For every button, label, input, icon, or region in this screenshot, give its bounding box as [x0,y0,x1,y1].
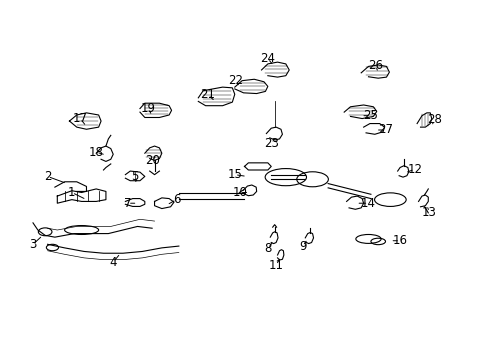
Text: 27: 27 [377,123,392,136]
Text: 5: 5 [131,170,139,183]
Text: 28: 28 [426,113,441,126]
Text: 15: 15 [227,168,242,181]
Text: 16: 16 [392,234,407,247]
Text: 26: 26 [367,59,383,72]
Text: 8: 8 [264,242,271,255]
Text: 11: 11 [268,258,283,271]
Text: 10: 10 [232,186,246,199]
Text: 9: 9 [299,240,306,253]
Text: 4: 4 [109,256,117,269]
Text: 6: 6 [172,193,180,206]
Text: 19: 19 [141,102,155,115]
Text: 2: 2 [44,170,51,183]
Text: 25: 25 [363,109,378,122]
Text: 14: 14 [360,197,375,210]
Text: 20: 20 [144,154,159,167]
Text: 12: 12 [407,163,421,176]
Text: 24: 24 [260,52,275,65]
Text: 17: 17 [73,112,87,125]
Text: 3: 3 [29,238,37,251]
Text: 22: 22 [228,74,243,87]
Text: 13: 13 [421,206,436,219]
Text: 21: 21 [200,89,215,102]
Text: 1: 1 [68,186,76,199]
Text: 23: 23 [263,137,278,150]
Text: 18: 18 [89,146,103,159]
Text: 7: 7 [124,197,131,210]
